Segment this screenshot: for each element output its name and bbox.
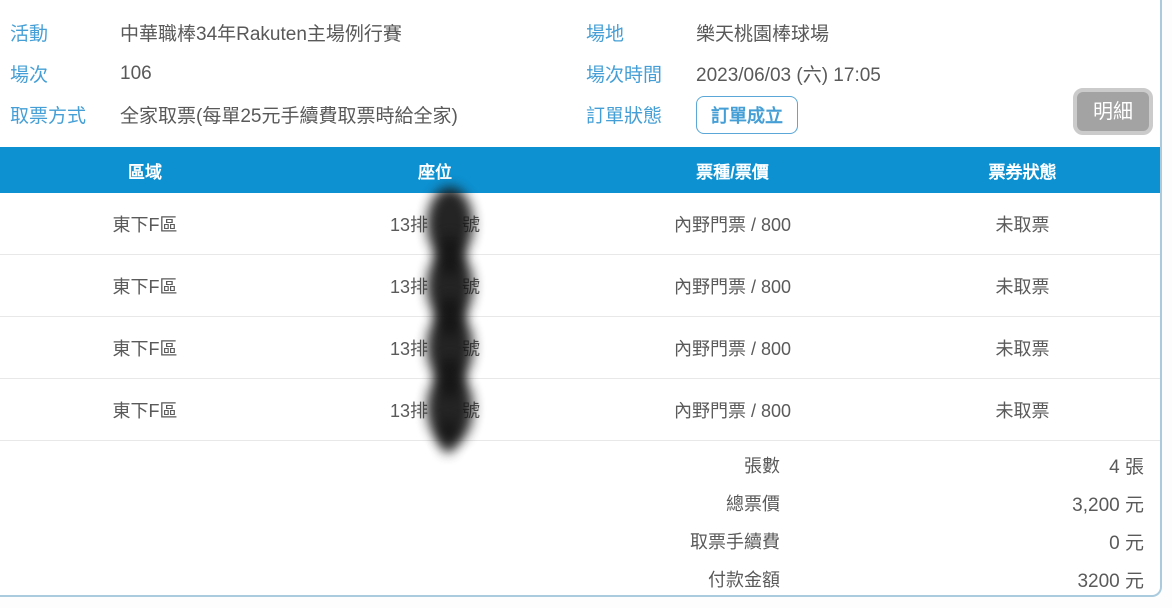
info-row-order-status: 訂單狀態 訂單成立: [586, 94, 1146, 135]
table-row: 東下F區 13排 號 內野門票 / 800 未取票: [0, 379, 1160, 441]
summary-row-payment-amount: 付款金額 3200 元: [0, 560, 1160, 598]
ticket-type-cell: 內野門票 / 800: [673, 400, 792, 421]
seat-suffix: 號: [462, 214, 481, 235]
seat-cell: 13排 號: [290, 211, 580, 237]
seat-suffix: 號: [462, 400, 481, 421]
seat-prefix: 13排: [389, 276, 429, 297]
order-info-right: 場地 樂天桃園棒球場 場次時間 2023/06/03 (六) 17:05 訂單狀…: [586, 12, 1146, 135]
column-header-status: 票券狀態: [988, 162, 1057, 182]
ticket-table: 區域 座位 票種/票價 票券狀態 東下F區 13排號 內野門票 / 800 未取…: [0, 147, 1160, 453]
session-label: 場次: [10, 65, 49, 86]
seat-prefix: 13排: [389, 338, 429, 359]
ticket-type-cell: 內野門票 / 800: [673, 338, 792, 359]
payment-amount-label: 付款金額: [708, 570, 780, 590]
info-row-venue: 場地 樂天桃園棒球場: [586, 12, 1146, 53]
session-time-label: 場次時間: [586, 65, 663, 86]
seat-suffix: 號: [462, 276, 481, 297]
table-row: 東下F區 13排 號 內野門票 / 800 未取票: [0, 193, 1160, 255]
column-header-area: 區域: [128, 162, 162, 182]
seat-cell: 13排 號: [290, 273, 580, 299]
session-value: 106: [120, 62, 152, 84]
seat-cell: 13排 號: [290, 335, 580, 361]
ticket-type-cell: 內野門票 / 800: [673, 214, 792, 235]
ticket-status-cell: 未取票: [995, 338, 1050, 359]
total-price-value: 3,200 元: [1072, 494, 1144, 516]
order-status-label: 訂單狀態: [586, 106, 663, 127]
pickup-method-value: 全家取票(每單25元手續費取票時給全家): [120, 106, 458, 127]
table-header-row: 區域 座位 票種/票價 票券狀態: [0, 147, 1160, 193]
total-price-label: 總票價: [726, 494, 780, 514]
pickup-method-label: 取票方式: [10, 106, 87, 127]
ticket-status-cell: 未取票: [995, 214, 1050, 235]
order-summary: 張數 4 張 總票價 3,200 元 取票手續費 0 元 付款金額 3200 元: [0, 441, 1160, 598]
info-row-session: 場次 106: [10, 53, 570, 94]
ticket-status-cell: 未取票: [995, 276, 1050, 297]
seat-prefix: 13排: [389, 214, 429, 235]
payment-amount-value: 3200 元: [1077, 570, 1144, 592]
summary-row-pickup-fee: 取票手續費 0 元: [0, 522, 1160, 560]
column-header-seat: 座位: [418, 162, 452, 182]
summary-row-ticket-count: 張數 4 張: [0, 446, 1160, 484]
info-row-activity: 活動 中華職棒34年Rakuten主場例行賽: [10, 12, 570, 53]
activity-value: 中華職棒34年Rakuten主場例行賽: [120, 24, 402, 45]
ticket-count-value: 4 張: [1109, 456, 1144, 478]
seat-cell: 13排 號: [290, 397, 580, 423]
venue-label: 場地: [586, 24, 625, 45]
table-row: 東下F區 13排 號 內野門票 / 800 未取票: [0, 255, 1160, 317]
activity-label: 活動: [10, 24, 49, 45]
area-cell: 東下F區: [112, 338, 178, 359]
seat-suffix: 號: [462, 338, 481, 359]
area-cell: 東下F區: [112, 400, 178, 421]
order-status-value: 訂單成立: [696, 95, 798, 134]
order-detail-panel: 活動 中華職棒34年Rakuten主場例行賽 場次 106 取票方式 全家取票(…: [0, 0, 1162, 597]
column-header-ticket: 票種/票價: [696, 162, 769, 182]
info-row-pickup-method: 取票方式 全家取票(每單25元手續費取票時給全家): [10, 94, 570, 135]
ticket-type-cell: 內野門票 / 800: [673, 276, 792, 297]
session-time-value: 2023/06/03 (六) 17:05: [696, 65, 881, 86]
pickup-fee-label: 取票手續費: [690, 532, 780, 552]
pickup-fee-value: 0 元: [1109, 532, 1144, 554]
summary-row-total-price: 總票價 3,200 元: [0, 484, 1160, 522]
detail-button[interactable]: 明細: [1073, 88, 1153, 135]
info-row-session-time: 場次時間 2023/06/03 (六) 17:05: [586, 53, 1146, 94]
venue-value: 樂天桃園棒球場: [696, 24, 830, 45]
seat-prefix: 13排: [389, 400, 429, 421]
area-cell: 東下F區: [112, 276, 178, 297]
table-row: 東下F區 13排 號 內野門票 / 800 未取票: [0, 317, 1160, 379]
ticket-count-label: 張數: [744, 456, 780, 476]
status-badge: 訂單成立: [696, 95, 798, 134]
area-cell: 東下F區: [112, 214, 178, 235]
ticket-status-cell: 未取票: [995, 400, 1050, 421]
order-info-left: 活動 中華職棒34年Rakuten主場例行賽 場次 106 取票方式 全家取票(…: [10, 12, 570, 135]
